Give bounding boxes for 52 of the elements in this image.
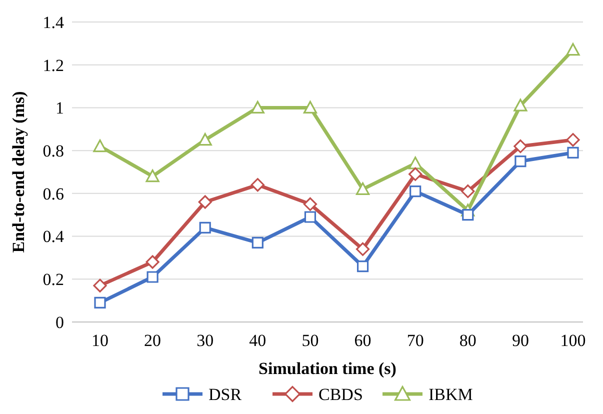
x-tick-label: 80 [459,331,476,350]
point [198,133,212,146]
point [462,209,474,221]
point [410,185,422,198]
point [567,146,579,159]
point [566,43,580,56]
point [356,182,370,195]
legend-label: IBKM [428,384,473,404]
x-tick-label: 90 [512,331,529,350]
point [461,184,475,198]
point [303,197,318,211]
point [94,296,106,309]
y-tick-label: 0.6 [42,184,64,204]
x-tick-label: 40 [249,331,266,350]
point [250,100,264,114]
point [252,236,264,249]
x-tick-label: 60 [354,331,372,350]
point [514,155,526,168]
point [356,260,369,272]
point [250,178,264,192]
point [146,271,158,283]
point [566,133,580,147]
x-tick-label: 70 [406,331,424,350]
point [304,211,316,223]
legend-label: DSR [208,384,242,404]
point [514,139,528,154]
point [303,100,318,114]
point [514,98,528,112]
y-tick-label: 1.2 [42,56,64,75]
point [408,167,422,181]
point [408,156,422,170]
y-tick-label: 0 [56,312,64,332]
y-axis-title: End-to-end delay (ms) [9,91,28,253]
point [199,222,211,234]
y-tick-label: 0.4 [42,227,64,246]
x-tick-label: 30 [196,331,214,350]
y-tick-label: 1 [56,98,64,118]
point [198,195,212,209]
y-tick-label: 0.8 [42,142,64,161]
point [146,255,160,269]
x-tick-label: 20 [144,331,162,350]
point [356,242,370,256]
point [146,169,160,182]
y-tick-label: 0.2 [42,270,64,290]
legend-label: CBDS [318,384,363,404]
point [93,139,107,152]
x-tick-label: 10 [92,331,108,350]
x-tick-label: 100 [560,331,586,350]
point [93,278,107,292]
y-tick-label: 1.4 [42,12,64,32]
x-tick-label: 50 [302,331,319,350]
x-axis-title: Simulation time (s) [258,359,396,378]
